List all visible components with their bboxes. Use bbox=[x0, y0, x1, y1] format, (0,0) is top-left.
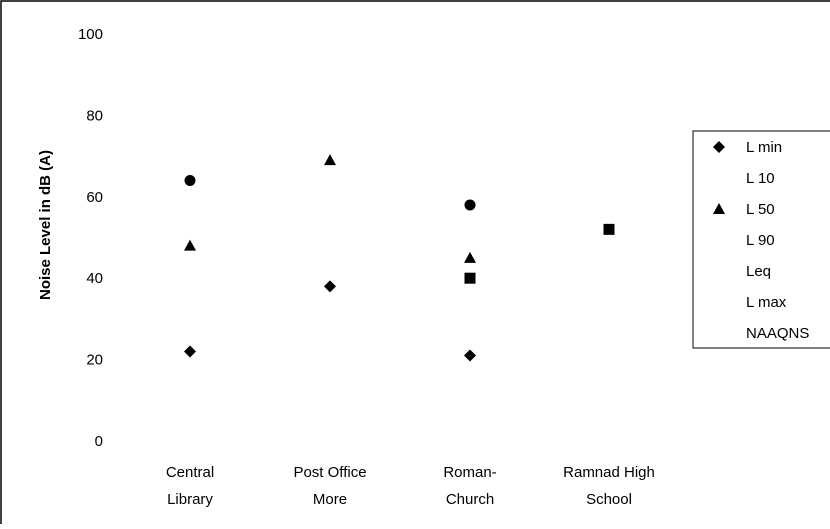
legend: L min L 10 L 50 L 90 Leq L max NAAQNS bbox=[692, 130, 830, 349]
x-category-label: Ramnad High bbox=[563, 464, 655, 481]
x-category-label: Roman- bbox=[443, 464, 496, 481]
data-points bbox=[184, 154, 615, 362]
y-axis-label: Noise Level in dB (A) bbox=[37, 150, 54, 300]
data-point-diamond bbox=[464, 349, 476, 362]
x-category-label: Post Office bbox=[293, 464, 366, 481]
y-tick-label: 40 bbox=[86, 270, 103, 287]
x-category-label: School bbox=[586, 491, 632, 508]
legend-label: L max bbox=[746, 294, 787, 311]
legend-marker-diamond bbox=[713, 141, 725, 153]
legend-label: NAAQNS bbox=[746, 325, 809, 342]
data-point-triangle bbox=[324, 154, 336, 166]
y-tick-label: 80 bbox=[86, 107, 103, 124]
data-point-circle bbox=[464, 199, 476, 211]
y-tick-label: 0 bbox=[95, 433, 103, 450]
data-point-square bbox=[603, 223, 615, 235]
data-point-triangle bbox=[184, 239, 196, 251]
data-point-square bbox=[464, 272, 476, 284]
y-tick-label: 100 bbox=[78, 26, 103, 43]
data-point-circle bbox=[184, 175, 196, 187]
y-tick-labels: 0 20 40 60 80 100 bbox=[78, 26, 103, 450]
data-point-triangle bbox=[464, 251, 476, 263]
legend-marker-triangle bbox=[713, 203, 725, 214]
legend-label: L 90 bbox=[746, 232, 775, 249]
legend-box bbox=[692, 130, 830, 349]
data-point-diamond bbox=[184, 345, 196, 358]
x-category-label: Central bbox=[166, 464, 214, 481]
y-tick-label: 20 bbox=[86, 352, 103, 369]
x-category-label: Library bbox=[167, 491, 213, 508]
x-category-label: More bbox=[313, 491, 347, 508]
legend-label: L 10 bbox=[746, 170, 775, 187]
legend-label: L 50 bbox=[746, 201, 775, 218]
x-category-labels: Central Library Post Office More Roman- Churc… bbox=[166, 464, 655, 508]
data-point-diamond bbox=[324, 280, 336, 293]
legend-label: L min bbox=[746, 139, 782, 156]
y-tick-label: 60 bbox=[86, 189, 103, 206]
legend-label: Leq bbox=[746, 263, 771, 280]
x-category-label: Church bbox=[446, 491, 494, 508]
